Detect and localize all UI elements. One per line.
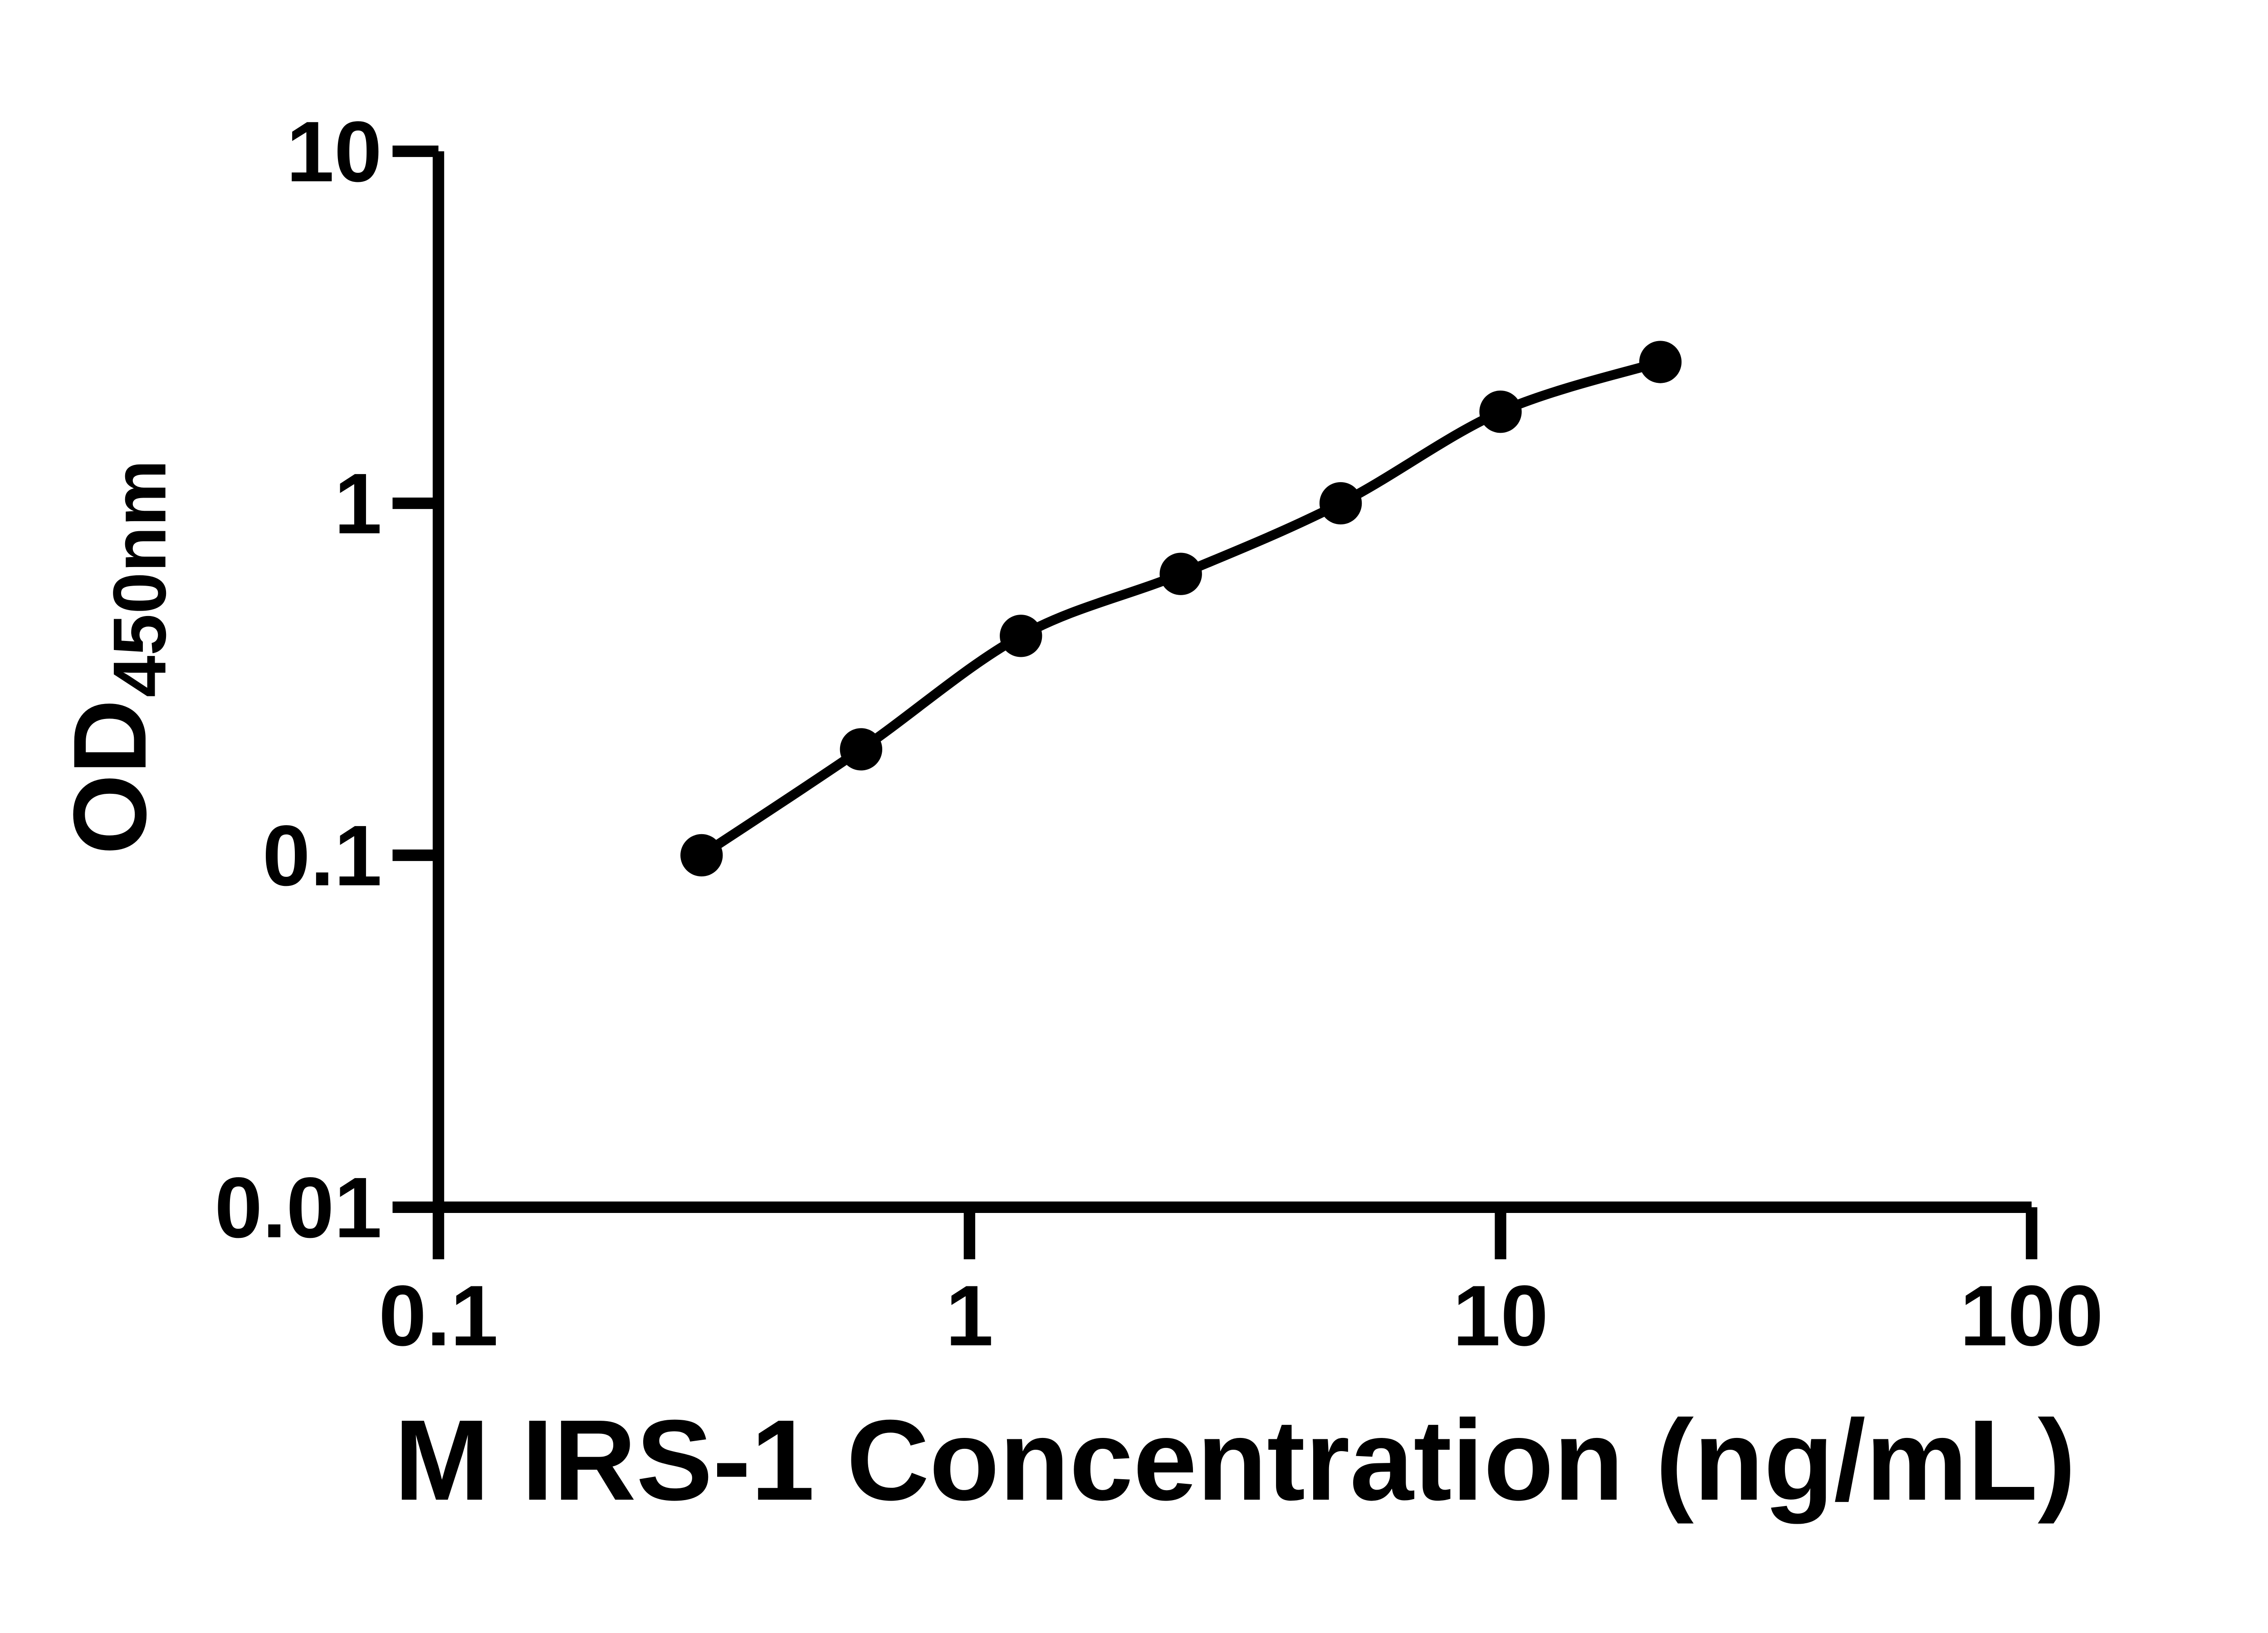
y-tick-label: 10 — [286, 104, 382, 200]
y-tick-label: 0.1 — [262, 808, 382, 904]
x-tick-label: 10 — [1453, 1268, 1549, 1364]
x-axis-title: M IRS-1 Concentration (ng/mL) — [394, 1396, 2076, 1524]
data-point — [680, 834, 723, 877]
data-point-series — [680, 341, 1682, 877]
y-axis-tick-labels: 10 1 0.1 0.01 — [215, 104, 382, 1256]
data-point — [1319, 482, 1362, 525]
y-axis-title-main: OD — [52, 699, 168, 855]
x-axis-tick-labels: 0.1 1 10 100 — [379, 1268, 2103, 1364]
data-point — [1639, 341, 1682, 383]
data-point — [840, 728, 883, 771]
y-tick-label: 1 — [334, 456, 382, 552]
data-point — [1159, 552, 1202, 595]
x-axis-ticks — [432, 1207, 2038, 1260]
figure-background — [0, 0, 2268, 1588]
elisa-standard-curve-figure: 10 1 0.1 0.01 0.1 1 10 100 M IRS-1 Concentrati… — [0, 0, 2268, 1588]
y-tick-label: 0.01 — [215, 1160, 382, 1256]
elisa-standard-curve-chart: 10 1 0.1 0.01 0.1 1 10 100 M IRS-1 Concentrati… — [0, 0, 2268, 1588]
data-point — [1479, 391, 1522, 433]
y-axis-ticks — [392, 145, 439, 1213]
data-point — [1000, 615, 1042, 657]
y-axis-title-subscript: 450nm — [98, 460, 182, 697]
x-tick-label: 0.1 — [379, 1268, 499, 1364]
y-axis-title: OD 450nm — [52, 460, 182, 855]
x-tick-label: 1 — [946, 1268, 993, 1364]
x-tick-label: 100 — [1960, 1268, 2103, 1364]
